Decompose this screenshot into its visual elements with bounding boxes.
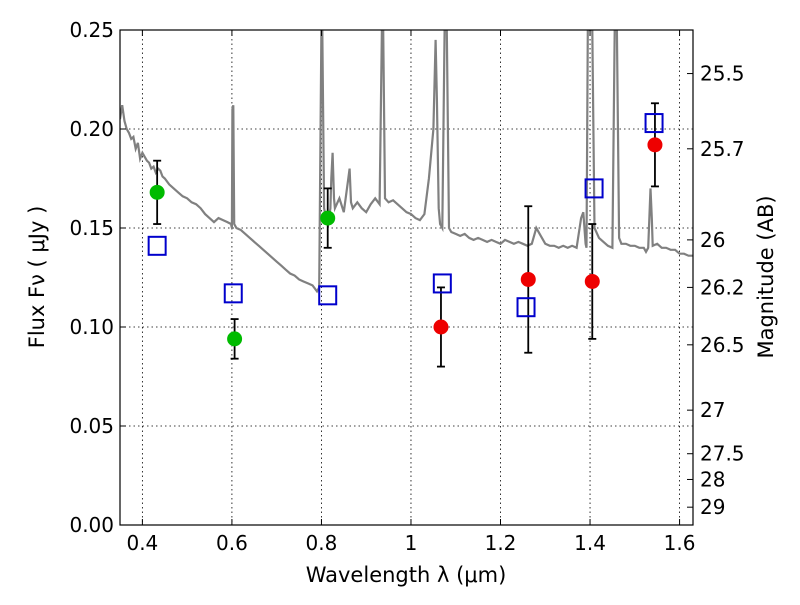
model-square bbox=[223, 283, 243, 304]
green-point bbox=[320, 210, 336, 226]
red-point bbox=[520, 271, 536, 287]
model-square bbox=[644, 113, 664, 134]
red-point bbox=[584, 273, 600, 289]
x-tick-label: 0.4 bbox=[126, 531, 158, 555]
mag-tick-label: 29 bbox=[700, 495, 725, 519]
model-square bbox=[147, 235, 167, 256]
x-tick-label: 0.6 bbox=[216, 531, 248, 555]
spectrum-line bbox=[120, 30, 693, 294]
mag-tick-label: 25.5 bbox=[700, 62, 745, 86]
plot-area bbox=[120, 30, 693, 525]
points-layer bbox=[147, 102, 664, 368]
y-tick-label: 0.20 bbox=[69, 117, 114, 141]
mag-tick-label: 27 bbox=[700, 398, 725, 422]
model-square bbox=[432, 273, 452, 294]
red-point bbox=[647, 137, 663, 153]
x-tick-label: 1.6 bbox=[664, 531, 696, 555]
red-point bbox=[433, 319, 449, 335]
mag-tick-label: 25.7 bbox=[700, 137, 745, 161]
x-axis-label: Wavelength λ (μm) bbox=[306, 563, 507, 587]
y-tick-label: 0.25 bbox=[69, 18, 114, 42]
x-tick-label: 1.2 bbox=[485, 531, 517, 555]
y-axis-label: Flux Fν ( μJy ) bbox=[25, 206, 49, 349]
model-square bbox=[516, 297, 536, 318]
y-tick-label: 0.10 bbox=[69, 315, 114, 339]
model-square bbox=[318, 285, 338, 306]
x-tick-label: 0.8 bbox=[306, 531, 338, 555]
x-tick-label: 1 bbox=[405, 531, 418, 555]
mag-tick-label: 28 bbox=[700, 467, 725, 491]
y-tick-label: 0.15 bbox=[69, 216, 114, 240]
plot-frame bbox=[119, 29, 694, 526]
ticks: 0.4 0.6 0.8 1 1.2 1.4 1.6 0.00 0.05 0.10 0.15 0.20 0… bbox=[69, 18, 744, 555]
y-tick-label: 0.00 bbox=[69, 513, 114, 537]
green-point bbox=[149, 184, 165, 200]
model-square bbox=[584, 178, 604, 199]
mag-tick-label: 26.5 bbox=[700, 333, 745, 357]
y-tick-label: 0.05 bbox=[69, 414, 114, 438]
mag-tick-label: 26.2 bbox=[700, 275, 745, 299]
grid bbox=[120, 30, 693, 525]
y-axis-right-label: Magnitude (AB) bbox=[754, 195, 778, 358]
x-tick-label: 1.4 bbox=[574, 531, 606, 555]
mag-tick-label: 26 bbox=[700, 228, 725, 252]
green-point bbox=[227, 331, 243, 347]
spectrum-layer bbox=[120, 30, 693, 294]
mag-tick-label: 27.5 bbox=[700, 442, 745, 466]
